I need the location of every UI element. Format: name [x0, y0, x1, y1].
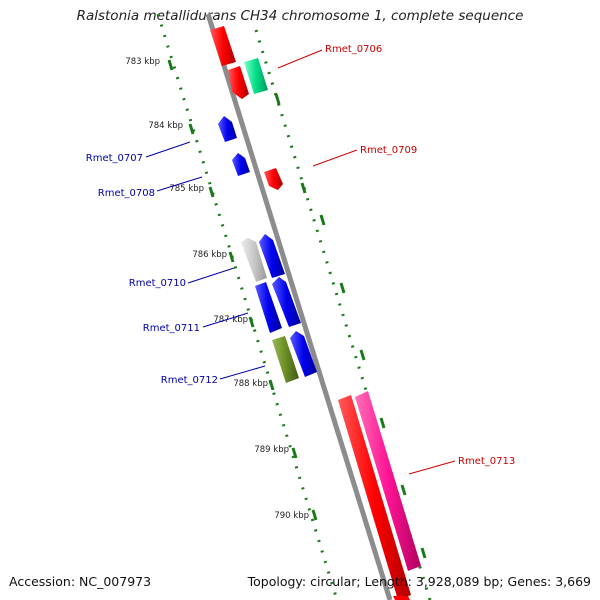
tick-track-inner — [156, 13, 339, 600]
tick-label: 788 kbp — [233, 379, 268, 389]
genes — [210, 26, 421, 600]
gene-rmet-0711-b[interactable] — [272, 277, 301, 327]
tick-label: 784 kbp — [148, 121, 183, 131]
tick-label: 789 kbp — [254, 445, 289, 455]
gene-label-rmet-0707[interactable]: Rmet_0707 — [86, 153, 143, 164]
gene-label-rmet-0713[interactable]: Rmet_0713 — [458, 456, 515, 467]
gene-rmet-0712-blue[interactable] — [290, 331, 317, 377]
gene-rmet-0710-gray[interactable] — [241, 238, 267, 282]
tick-label: 786 kbp — [192, 250, 227, 260]
gene-labels-left: Rmet_0707 Rmet_0708 Rmet_0710 Rmet_0711 … — [86, 153, 218, 386]
accession-text: Accession: NC_007973 — [9, 574, 152, 589]
gene-rmet-0707[interactable] — [218, 116, 237, 142]
gene-rmet-0709[interactable] — [264, 168, 283, 190]
gene-rmet-0713-tip — [393, 596, 410, 600]
label-leaders — [145, 49, 456, 475]
tick-label: 783 kbp — [125, 57, 160, 67]
tick-label: 787 kbp — [213, 315, 248, 325]
gene-rmet-0713-pink[interactable] — [355, 391, 421, 571]
gene-label-rmet-0710[interactable]: Rmet_0710 — [129, 278, 186, 289]
summary-text: Topology: circular; Length: 3,928,089 bp… — [247, 574, 591, 589]
gene-rmet-0705[interactable] — [210, 26, 236, 66]
tick-label: 785 kbp — [169, 184, 204, 194]
map-title: Ralstonia metallidurans CH34 chromosome … — [76, 8, 524, 24]
tick-labels: 783 kbp 784 kbp 785 kbp 786 kbp 787 kbp … — [125, 57, 309, 521]
gene-rmet-0706-green[interactable] — [244, 58, 268, 94]
gene-label-rmet-0711[interactable]: Rmet_0711 — [143, 323, 200, 334]
gene-label-rmet-0712[interactable]: Rmet_0712 — [161, 375, 218, 386]
gene-rmet-0711-a[interactable] — [255, 282, 282, 333]
chromosome-backbone — [205, 13, 393, 600]
gene-label-rmet-0706[interactable]: Rmet_0706 — [325, 44, 382, 55]
gene-rmet-0713-red[interactable] — [338, 395, 411, 600]
gene-rmet-0706-red[interactable] — [228, 66, 249, 99]
tick-label: 790 kbp — [274, 511, 309, 521]
gene-rmet-0712-olive[interactable] — [272, 336, 299, 383]
gene-rmet-0710-blue[interactable] — [259, 234, 285, 278]
gene-label-rmet-0708[interactable]: Rmet_0708 — [98, 188, 155, 199]
kbp-ticks — [167, 59, 427, 559]
gene-rmet-0708[interactable] — [232, 153, 250, 176]
gene-label-rmet-0709[interactable]: Rmet_0709 — [360, 145, 417, 156]
gene-labels-right: Rmet_0706 Rmet_0709 Rmet_0713 — [325, 44, 515, 467]
